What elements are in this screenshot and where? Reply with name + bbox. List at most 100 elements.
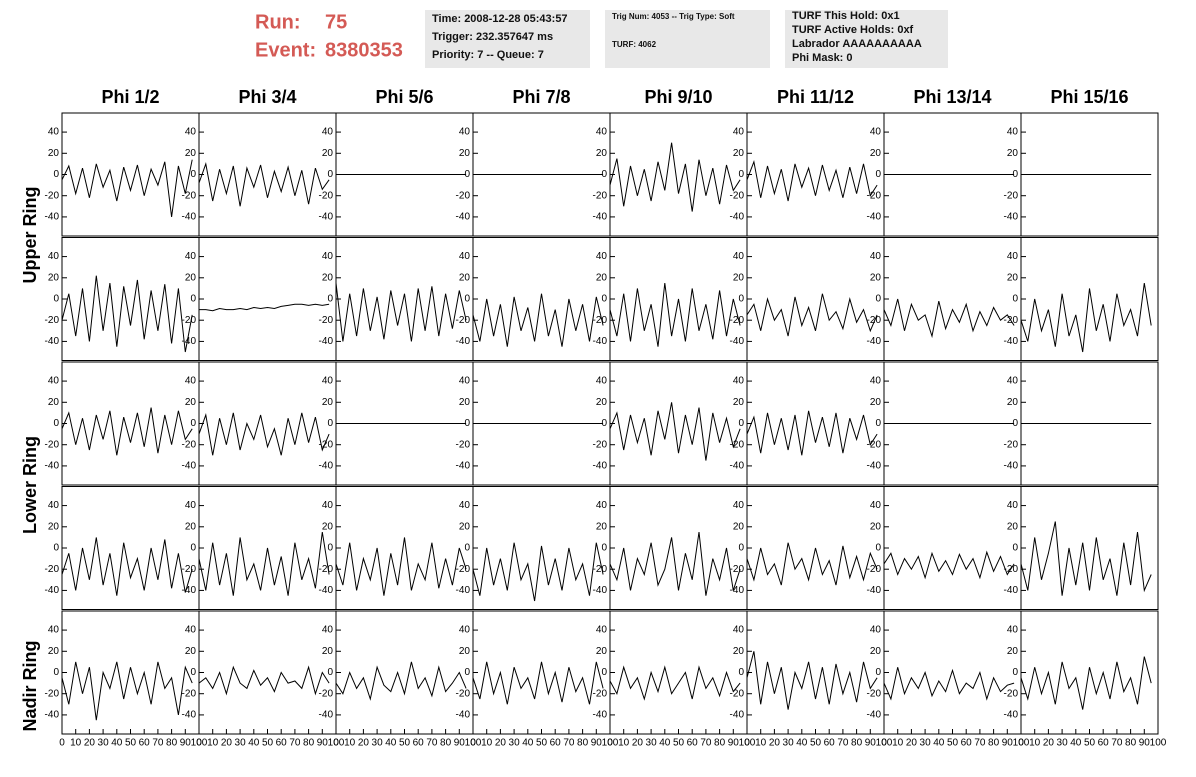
waveform	[335, 661, 467, 701]
y-tick-label: 0	[875, 294, 881, 305]
y-tick-label: 0	[464, 418, 470, 429]
y-tick-label: 20	[870, 148, 882, 159]
y-tick-label: -20	[867, 564, 882, 575]
y-tick-label: 0	[738, 418, 744, 429]
panel-frame	[61, 361, 200, 486]
y-tick-label: -20	[45, 190, 60, 201]
y-tick-label: 0	[53, 667, 59, 678]
x-tick-label: 40	[385, 738, 397, 749]
x-tick-label: 40	[111, 738, 123, 749]
info-line: Labrador AAAAAAAAAA	[792, 38, 922, 50]
y-tick-label: 40	[870, 376, 882, 387]
y-tick-label: 0	[1012, 418, 1018, 429]
y-tick-label: 0	[464, 294, 470, 305]
y-tick-label: -20	[45, 688, 60, 699]
panel-frame	[883, 237, 1022, 361]
y-tick-label: -20	[319, 564, 334, 575]
x-tick-label: 60	[961, 738, 973, 749]
x-tick-label: 40	[248, 738, 260, 749]
y-tick-label: 20	[185, 521, 197, 532]
y-tick-label: -20	[1004, 190, 1019, 201]
y-tick-label: -40	[1004, 212, 1019, 223]
x-tick-label: 0	[744, 738, 750, 749]
y-tick-label: -20	[1004, 439, 1019, 450]
y-tick-label: -20	[593, 439, 608, 450]
column-label: Phi 13/14	[913, 87, 991, 107]
x-tick-label: 10	[481, 738, 493, 749]
y-tick-label: -40	[593, 212, 608, 223]
y-tick-label: -20	[730, 190, 745, 201]
y-tick-label: 40	[1007, 251, 1019, 262]
y-tick-label: 20	[733, 272, 745, 283]
y-tick-label: 40	[459, 376, 471, 387]
waveform	[199, 303, 330, 312]
y-tick-label: 40	[596, 500, 608, 511]
panel-frame	[883, 486, 1022, 610]
y-tick-label: 20	[48, 148, 60, 159]
x-tick-label: 40	[933, 738, 945, 749]
y-tick-label: 20	[596, 148, 608, 159]
x-tick-label: 70	[152, 738, 164, 749]
y-tick-label: -20	[319, 439, 334, 450]
y-tick-label: 20	[322, 521, 334, 532]
x-tick-label: 20	[84, 738, 96, 749]
y-tick-label: -40	[45, 585, 60, 596]
y-tick-label: 0	[190, 667, 196, 678]
x-tick-label: 70	[1111, 738, 1123, 749]
y-tick-label: -40	[45, 710, 60, 721]
y-tick-label: -20	[1004, 315, 1019, 326]
y-tick-label: -20	[182, 439, 197, 450]
y-tick-label: 0	[1012, 667, 1018, 678]
y-tick-label: 20	[870, 397, 882, 408]
waveform	[746, 651, 878, 710]
panel-frame	[609, 112, 748, 237]
x-tick-label: 30	[783, 738, 795, 749]
x-tick-label: 10	[618, 738, 630, 749]
x-tick-label: 90	[865, 738, 877, 749]
y-tick-label: 20	[459, 148, 471, 159]
y-tick-label: 0	[601, 418, 607, 429]
y-tick-label: 20	[322, 148, 334, 159]
column-label: Phi 5/6	[375, 87, 433, 107]
y-tick-label: 20	[48, 272, 60, 283]
x-tick-label: 40	[1070, 738, 1082, 749]
y-tick-label: -40	[1004, 585, 1019, 596]
x-tick-label: 30	[372, 738, 384, 749]
waveform	[1020, 656, 1152, 710]
waveform	[883, 298, 1015, 339]
x-tick-label: 100	[602, 738, 619, 749]
panel-frame	[1020, 610, 1159, 735]
y-tick-label: -40	[456, 710, 471, 721]
x-tick-label: 60	[550, 738, 562, 749]
y-tick-label: 0	[875, 543, 881, 554]
y-tick-label: 20	[733, 521, 745, 532]
y-tick-label: -20	[319, 190, 334, 201]
y-tick-label: 40	[733, 376, 745, 387]
panel-frame	[1020, 486, 1159, 610]
x-tick-label: 70	[289, 738, 301, 749]
x-tick-label: 30	[98, 738, 110, 749]
x-tick-label: 60	[824, 738, 836, 749]
column-label: Phi 9/10	[644, 87, 712, 107]
x-tick-label: 20	[906, 738, 918, 749]
y-tick-label: 20	[1007, 272, 1019, 283]
y-tick-label: -20	[867, 439, 882, 450]
waveform	[609, 142, 741, 212]
y-tick-label: -40	[593, 585, 608, 596]
y-tick-label: -20	[182, 190, 197, 201]
y-tick-label: 0	[1012, 169, 1018, 180]
info-box	[605, 10, 770, 68]
panel-frame	[472, 610, 611, 735]
y-tick-label: -40	[867, 336, 882, 347]
panel-frame	[472, 237, 611, 361]
x-tick-label: 60	[1098, 738, 1110, 749]
info-line: TURF: 4062	[612, 40, 657, 49]
x-tick-label: 60	[413, 738, 425, 749]
x-tick-label: 90	[454, 738, 466, 749]
waveform	[198, 532, 330, 596]
x-tick-label: 50	[947, 738, 959, 749]
waveform	[609, 532, 741, 596]
y-tick-label: 0	[327, 418, 333, 429]
event-label: Event:	[255, 39, 316, 61]
waveform	[746, 410, 878, 456]
